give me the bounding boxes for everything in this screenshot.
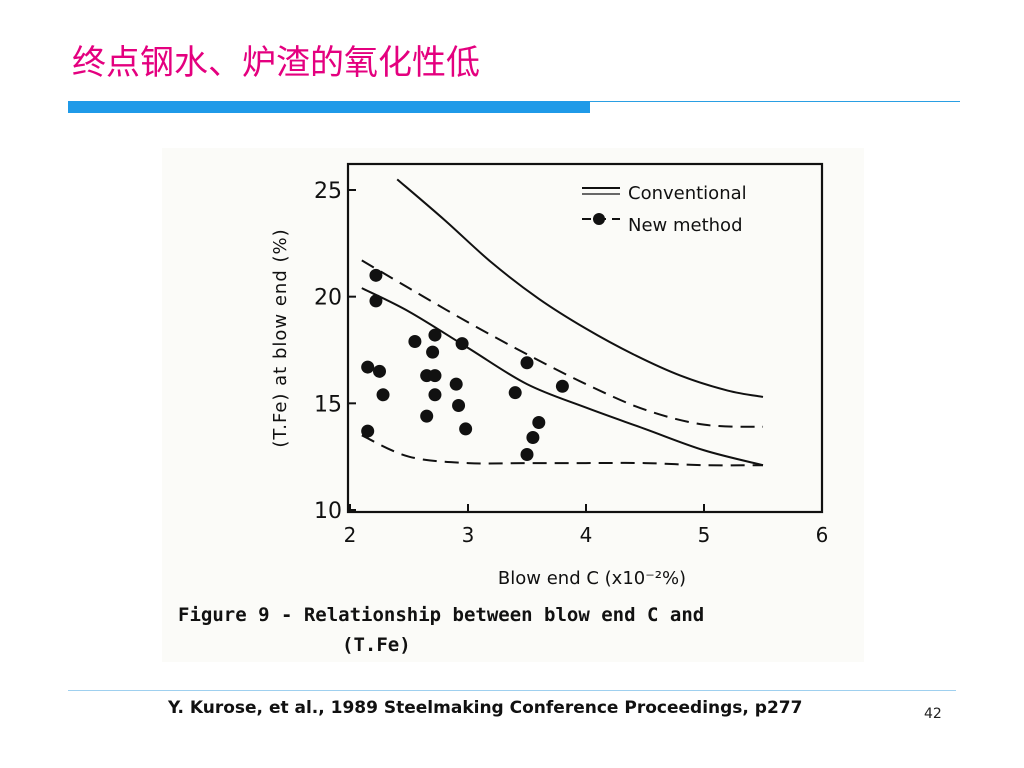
scatter-chart: 2 3 4 5 6 10 15 20 25 Conventional New method (T… (178, 162, 828, 656)
legend-label-conventional: Conventional (628, 183, 747, 204)
y-tick-label-0: 10 (314, 499, 342, 524)
figure-caption-line2: (T.Fe) (342, 634, 411, 656)
series-line-2 (361, 287, 764, 467)
data-point-8 (426, 345, 440, 359)
data-point-3 (373, 364, 386, 378)
figure-card: 2 3 4 5 6 10 15 20 25 Conventional New method (T… (162, 148, 864, 662)
data-point-18 (520, 356, 534, 370)
series-line-3 (361, 434, 764, 467)
footer-rule (68, 690, 956, 691)
page-number: 42 (924, 706, 942, 722)
data-points (361, 268, 569, 462)
x-tick-label-2: 4 (580, 523, 593, 547)
x-tick-label-3: 5 (698, 523, 711, 547)
x-axis-label: Blow end C (x10⁻²%) (498, 568, 686, 589)
data-point-6 (408, 334, 422, 348)
legend-marker-new-method (593, 213, 605, 225)
data-point-17 (508, 386, 522, 400)
y-axis-label: (T.Fe) at blow end (%) (270, 228, 291, 447)
data-point-16 (459, 422, 473, 436)
data-point-14 (449, 377, 463, 391)
slide-title: 终点钢水、炉渣的氧化性低 (72, 43, 480, 83)
legend: Conventional New method (582, 183, 747, 236)
data-point-12 (420, 409, 434, 423)
data-point-10 (428, 369, 442, 383)
data-point-21 (526, 430, 540, 444)
figure-caption-line1: Figure 9 - Relationship between blow end… (178, 604, 704, 626)
data-point-5 (361, 424, 375, 438)
y-tick-label-1: 15 (314, 392, 342, 417)
x-tick-label-4: 6 (816, 523, 829, 547)
x-tick-label-0: 2 (344, 523, 357, 547)
y-tick-label-3: 25 (314, 179, 342, 204)
y-tick-label-2: 20 (314, 286, 342, 311)
title-rule-thick (68, 101, 590, 113)
data-point-22 (532, 416, 546, 430)
data-point-4 (376, 388, 390, 402)
data-point-15 (452, 398, 466, 412)
data-point-2 (361, 360, 375, 374)
data-point-7 (428, 328, 442, 342)
data-point-19 (555, 379, 569, 393)
data-point-11 (428, 388, 442, 402)
data-point-20 (520, 448, 534, 462)
axis-ticks: 2 3 4 5 6 10 15 20 25 (314, 179, 828, 547)
series-lines (361, 178, 764, 467)
citation: Y. Kurose, et al., 1989 Steelmaking Conf… (168, 698, 803, 718)
data-point-1 (369, 294, 383, 308)
series-line-0 (396, 178, 764, 398)
data-point-0 (369, 268, 383, 282)
legend-label-new-method: New method (628, 215, 743, 236)
data-point-13 (455, 337, 469, 351)
series-line-1 (361, 259, 764, 428)
x-tick-label-1: 3 (462, 523, 475, 547)
